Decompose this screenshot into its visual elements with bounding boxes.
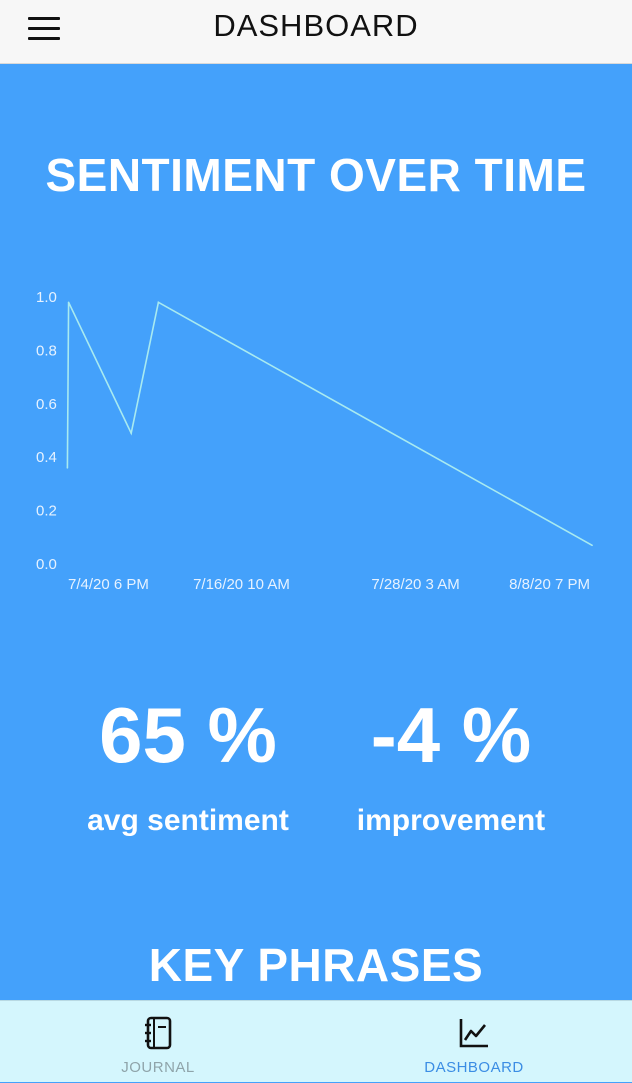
hamburger-menu-icon[interactable] (28, 14, 66, 42)
y-tick-label: 0.8 (36, 342, 57, 359)
y-tick-label: 0.6 (36, 396, 57, 413)
improvement-value: -4 % (370, 691, 532, 779)
page-title: DASHBOARD (213, 8, 419, 43)
data-point (591, 544, 593, 547)
notebook-icon (145, 1016, 172, 1050)
x-tick-label: 7/16/20 10 AM (193, 576, 290, 593)
y-tick-label: 0.2 (36, 503, 57, 520)
avg-sentiment-label: avg sentiment (87, 804, 289, 837)
tab-journal[interactable]: JOURNAL (0, 1001, 316, 1083)
y-tick-label: 1.0 (36, 289, 57, 306)
x-tick-label: 7/28/20 3 AM (371, 576, 459, 593)
x-tick-label: 8/8/20 7 PM (509, 576, 590, 593)
avg-sentiment-value: 65 % (99, 691, 277, 779)
data-point (130, 432, 132, 434)
key-phrases-title: KEY PHRASES (148, 939, 484, 991)
header-bar: DASHBOARD (0, 0, 632, 64)
bottom-tab-bar: JOURNAL DASHBOARD (0, 1000, 632, 1082)
y-tick-label: 0.4 (36, 449, 57, 466)
improvement-label: improvement (356, 804, 546, 837)
data-point (67, 301, 70, 304)
tab-journal-label: JOURNAL (121, 1059, 195, 1076)
x-tick-label: 7/4/20 6 PM (68, 576, 149, 593)
chart-title: SENTIMENT OVER TIME (45, 149, 587, 201)
tab-dashboard-label: DASHBOARD (424, 1059, 524, 1076)
sentiment-series-line (66, 301, 593, 546)
sentiment-line-chart: 0.0 0.2 0.4 0.6 0.8 1.0 7/4/20 6 PM 7/16/20 10 … (36, 289, 593, 593)
data-point (157, 301, 160, 304)
y-tick-label: 0.0 (36, 556, 57, 573)
line-chart-icon (459, 1019, 488, 1048)
data-point (66, 467, 69, 469)
tab-dashboard[interactable]: DASHBOARD (316, 1001, 632, 1083)
